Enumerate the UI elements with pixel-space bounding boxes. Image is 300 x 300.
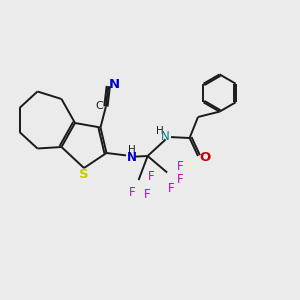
Text: C: C (95, 101, 103, 111)
Text: H: H (128, 145, 135, 155)
Text: O: O (199, 151, 210, 164)
Text: F: F (148, 170, 154, 184)
Text: N: N (109, 78, 120, 91)
Text: F: F (168, 182, 175, 195)
Text: S: S (79, 168, 88, 181)
Text: N: N (126, 151, 136, 164)
Text: N: N (161, 130, 170, 143)
Text: H: H (156, 126, 164, 136)
Text: F: F (129, 186, 136, 199)
Text: F: F (176, 160, 183, 173)
Text: F: F (144, 188, 151, 201)
Text: F: F (176, 172, 183, 186)
